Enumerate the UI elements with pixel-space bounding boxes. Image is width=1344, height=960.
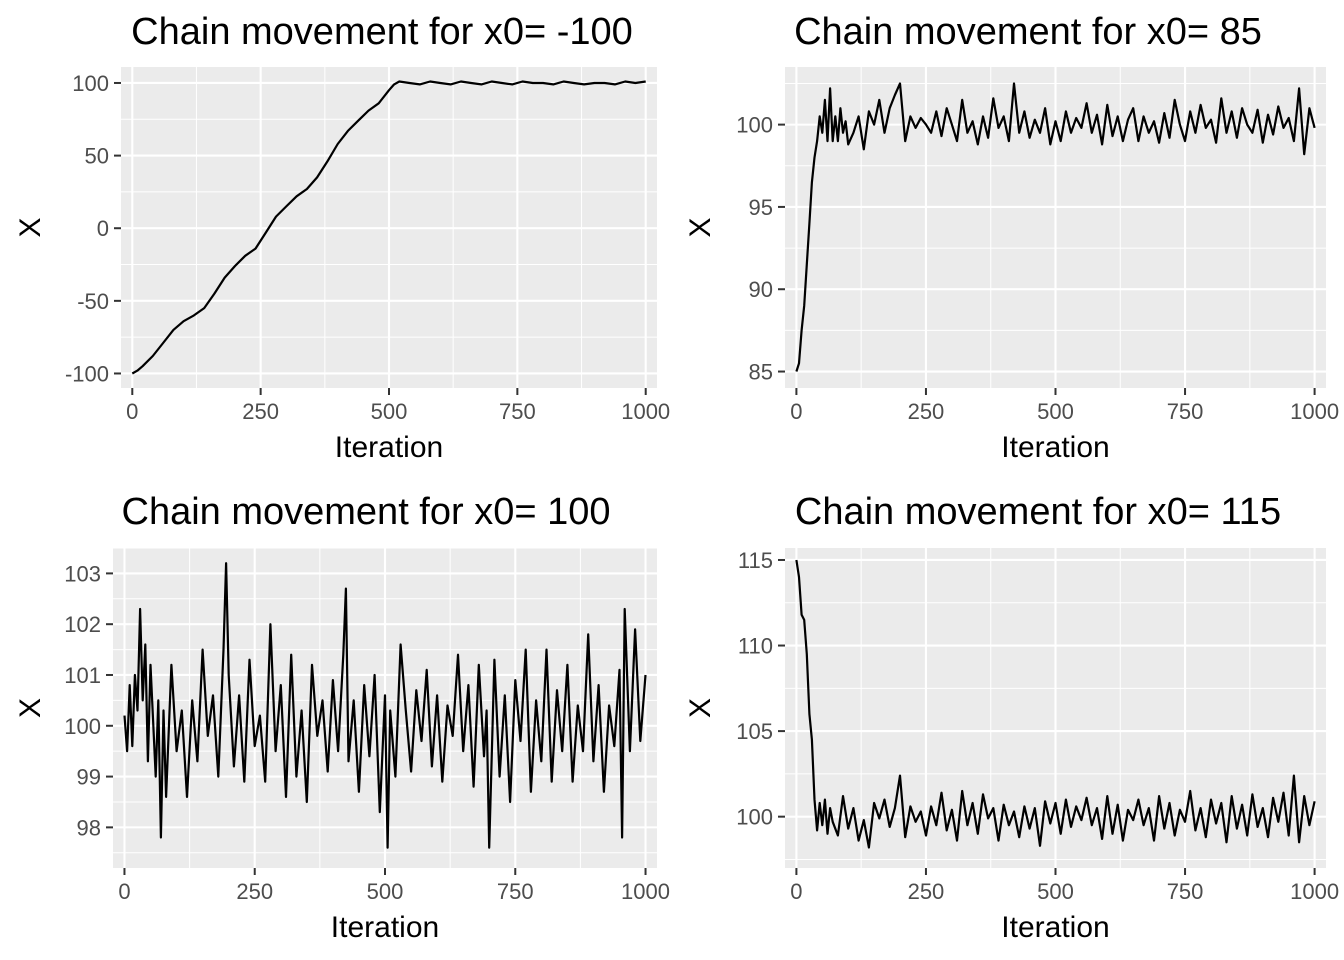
series-line xyxy=(795,559,1316,849)
y-tick-label: 0 xyxy=(97,216,109,241)
x-tick-label: 750 xyxy=(1167,879,1204,904)
series-line xyxy=(131,80,646,375)
x-axis-title: Iteration xyxy=(1001,911,1109,944)
x-tick-label: 500 xyxy=(1037,399,1074,424)
y-tick-label: 105 xyxy=(736,719,773,744)
chart-panel-2: 0 250 500 750 1000 85 90 95 100 Chain movement fo… xyxy=(684,11,1339,464)
x-tick-label: 250 xyxy=(242,399,279,424)
x-tick-label: 500 xyxy=(1037,879,1074,904)
y-tick-label: 100 xyxy=(736,113,773,138)
x-tick-label: 750 xyxy=(499,399,536,424)
y-tick-label: 90 xyxy=(749,277,773,302)
x-tick-label: 250 xyxy=(236,879,273,904)
y-tick-label: 101 xyxy=(64,663,101,688)
x-tick-label: 1000 xyxy=(621,399,670,424)
y-axis-title: X xyxy=(684,217,717,237)
y-tick-label: 110 xyxy=(738,634,773,659)
y-tick-label: -100 xyxy=(65,361,109,386)
series-line xyxy=(123,562,647,849)
y-tick-label: 103 xyxy=(64,561,101,586)
x-tick-label: 0 xyxy=(126,399,138,424)
y-tick-label: 99 xyxy=(77,765,101,790)
x-axis-title: Iteration xyxy=(1001,431,1109,464)
y-axis-title: X xyxy=(14,217,47,237)
y-axis-title: X xyxy=(14,698,47,718)
y-tick-label: 100 xyxy=(736,805,773,830)
chart-title: Chain movement for x0= -100 xyxy=(131,11,633,53)
chart-panel-4: 0 250 500 750 1000 100 105 110 115 Chain movement… xyxy=(684,491,1339,944)
x-tick-label: 0 xyxy=(790,399,802,424)
y-tick-label: -50 xyxy=(77,289,109,314)
x-axis-title: Iteration xyxy=(335,431,443,464)
series-line xyxy=(795,82,1316,372)
chart-panel-3: 0 250 500 750 1000 98 99 100 101 102 103 Chain move… xyxy=(14,491,670,944)
y-tick-label: 100 xyxy=(72,71,109,96)
x-tick-label: 0 xyxy=(118,879,130,904)
x-tick-label: 1000 xyxy=(1290,879,1339,904)
x-tick-label: 500 xyxy=(367,879,404,904)
chart-title: Chain movement for x0= 100 xyxy=(122,491,611,533)
x-tick-label: 500 xyxy=(371,399,408,424)
x-tick-label: 0 xyxy=(790,879,802,904)
y-tick-label: 50 xyxy=(85,144,109,169)
y-axis-title: X xyxy=(684,698,717,718)
x-tick-label: 750 xyxy=(497,879,534,904)
x-tick-label: 1000 xyxy=(621,879,670,904)
chart-title: Chain movement for x0= 115 xyxy=(795,491,1281,533)
chart-title: Chain movement for x0= 85 xyxy=(794,11,1262,53)
y-tick-label: 102 xyxy=(64,612,101,637)
x-tick-label: 250 xyxy=(908,399,945,424)
y-tick-label: 115 xyxy=(738,548,773,573)
y-tick-label: 95 xyxy=(749,195,773,220)
y-tick-label: 98 xyxy=(77,815,101,840)
x-tick-label: 1000 xyxy=(1290,399,1339,424)
y-tick-label: 100 xyxy=(64,714,101,739)
x-tick-label: 250 xyxy=(908,879,945,904)
x-axis-title: Iteration xyxy=(331,911,439,944)
chart-panel-1: 0 250 500 750 1000 -100 -50 0 50 100 Chain movemen… xyxy=(14,11,670,464)
y-tick-label: 85 xyxy=(749,360,773,385)
x-tick-label: 750 xyxy=(1167,399,1204,424)
